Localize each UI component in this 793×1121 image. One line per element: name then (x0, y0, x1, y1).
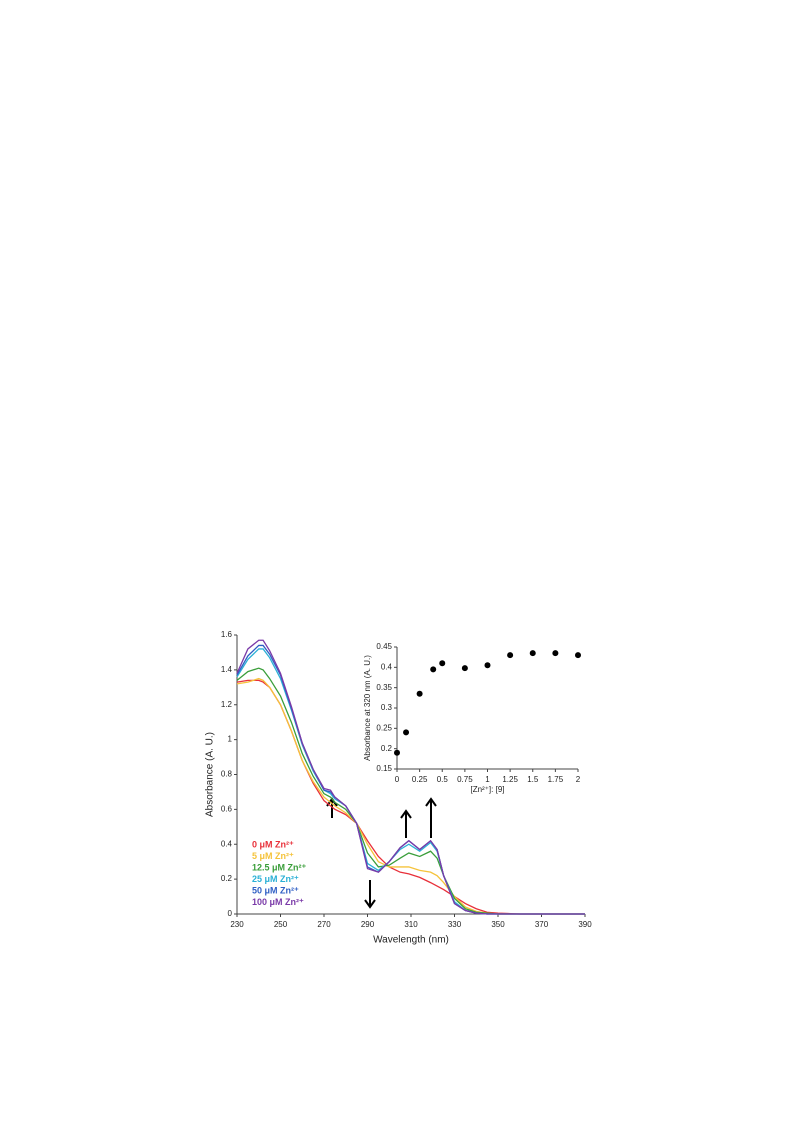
y-axis-title: Absorbance at 320 nm (A. U.) (363, 655, 372, 761)
x-tick-label: 270 (317, 920, 331, 929)
y-tick-label: 0 (228, 909, 233, 918)
x-tick-label: 2 (576, 775, 581, 784)
x-tick-label: 390 (578, 920, 592, 929)
x-tick-label: 0.25 (412, 775, 428, 784)
legend-label: 5 μM Zn²⁺ (252, 851, 294, 861)
point (430, 666, 437, 673)
y-tick-label: 1.4 (221, 665, 233, 674)
x-tick-label: 310 (404, 920, 418, 929)
point (439, 660, 446, 667)
x-tick-label: 1.5 (527, 775, 539, 784)
y-axis-title: Absorbance (A. U.) (205, 732, 216, 817)
x-tick-label: 230 (230, 920, 244, 929)
legend-label: 50 μM Zn²⁺ (252, 885, 299, 895)
x-tick-label: 290 (361, 920, 375, 929)
point (575, 652, 581, 659)
legend-label: 0 μM Zn²⁺ (252, 839, 294, 849)
y-tick-label: 0.35 (376, 683, 392, 692)
legend-label: 12.5 μM Zn²⁺ (252, 862, 307, 872)
x-tick-label: 1.75 (548, 775, 564, 784)
legend-label: 100 μM Zn²⁺ (252, 897, 304, 907)
y-tick-label: 0.15 (376, 764, 392, 773)
x-axis-title: [Zn²⁺]: [9] (470, 785, 504, 794)
x-tick-label: 330 (448, 920, 462, 929)
x-tick-label: 1.25 (502, 775, 518, 784)
y-tick-label: 0.4 (381, 662, 393, 671)
point (484, 662, 491, 669)
x-tick-label: 370 (535, 920, 549, 929)
point (416, 690, 423, 697)
y-tick-label: 0.8 (221, 770, 233, 779)
x-tick-label: 0 (395, 775, 400, 784)
y-tick-label: 0.4 (221, 839, 233, 848)
point (507, 652, 514, 659)
y-tick-label: 0.6 (221, 804, 233, 813)
y-tick-label: 1.6 (221, 630, 233, 639)
y-tick-label: 0.2 (381, 744, 393, 753)
point (552, 650, 559, 657)
arrows (326, 797, 437, 909)
point (403, 729, 410, 736)
x-tick-label: 0.75 (457, 775, 473, 784)
y-tick-label: 1 (228, 735, 233, 744)
y-tick-label: 1.2 (221, 700, 233, 709)
x-tick-label: 1 (485, 775, 490, 784)
x-tick-label: 0.5 (437, 775, 449, 784)
y-tick-label: 0.3 (381, 703, 393, 712)
point (529, 650, 536, 657)
x-tick-label: 350 (491, 920, 505, 929)
y-tick-label: 0.25 (376, 723, 392, 732)
x-axis-title: Wavelength (nm) (373, 935, 449, 946)
y-tick-label: 0.45 (376, 642, 392, 651)
point (461, 665, 468, 672)
series-line (236, 639, 585, 915)
point (394, 749, 400, 756)
y-tick-label: 0.2 (221, 874, 233, 883)
x-tick-label: 250 (274, 920, 288, 929)
legend-label: 25 μM Zn²⁺ (252, 874, 299, 884)
